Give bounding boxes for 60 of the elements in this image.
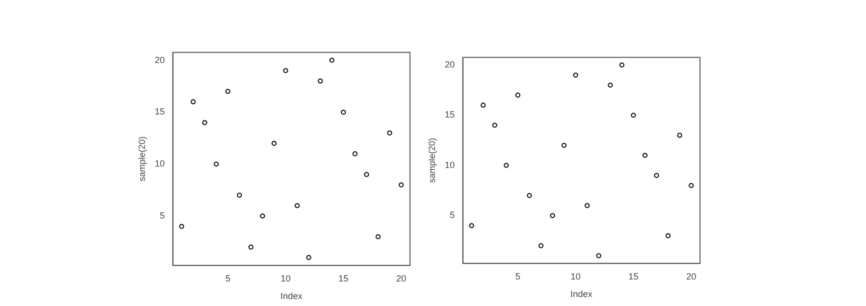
point [608, 82, 613, 88]
point [596, 253, 602, 258]
x-tick-label: 15 [628, 271, 638, 282]
point [340, 110, 346, 115]
x-axis-title: Index [570, 289, 593, 300]
point [352, 151, 358, 156]
point [550, 213, 556, 218]
x-tick-label: 15 [338, 273, 348, 284]
point [573, 72, 578, 78]
point [364, 172, 370, 177]
point [329, 58, 334, 63]
y-tick-label: 10 [154, 158, 165, 169]
x-tick-label: 10 [280, 273, 291, 284]
y-tick-label: 10 [444, 160, 455, 170]
y-tick-label: 20 [154, 54, 165, 65]
point [538, 243, 544, 248]
point [190, 99, 196, 104]
x-axis-title: Index [280, 291, 303, 302]
point [236, 192, 242, 198]
y-tick-label: 15 [154, 106, 165, 117]
point [283, 68, 288, 74]
point [387, 130, 392, 136]
point [306, 255, 312, 260]
point [654, 172, 660, 178]
point [630, 112, 636, 118]
x-tick-label: 20 [686, 271, 696, 282]
point [179, 224, 184, 229]
point [584, 203, 590, 208]
y-axis-title: sample(20) [136, 136, 147, 182]
y-tick-label: 5 [160, 210, 165, 220]
point [526, 193, 532, 198]
point [214, 162, 219, 167]
point [202, 120, 208, 126]
point [504, 162, 509, 168]
point [677, 132, 682, 138]
point [398, 182, 404, 188]
point [688, 183, 694, 188]
point [480, 102, 486, 108]
point [318, 78, 323, 84]
point [225, 88, 230, 94]
point [272, 140, 277, 146]
y-tick-label: 5 [450, 210, 455, 220]
point [492, 122, 498, 128]
x-tick-label: 5 [515, 271, 520, 282]
point [469, 223, 474, 228]
point [666, 233, 671, 238]
point [619, 62, 624, 68]
y-axis-title: sample(20) [426, 138, 437, 183]
point [248, 244, 254, 250]
y-tick-label: 15 [444, 110, 455, 120]
point [260, 213, 266, 218]
y-tick-label: 20 [444, 60, 455, 70]
x-tick-label: 20 [396, 273, 406, 284]
point [515, 92, 520, 98]
point [642, 152, 648, 158]
point [562, 142, 567, 148]
point [294, 203, 300, 208]
x-tick-label: 5 [225, 273, 230, 284]
point [376, 234, 381, 240]
x-tick-label: 10 [570, 271, 581, 282]
